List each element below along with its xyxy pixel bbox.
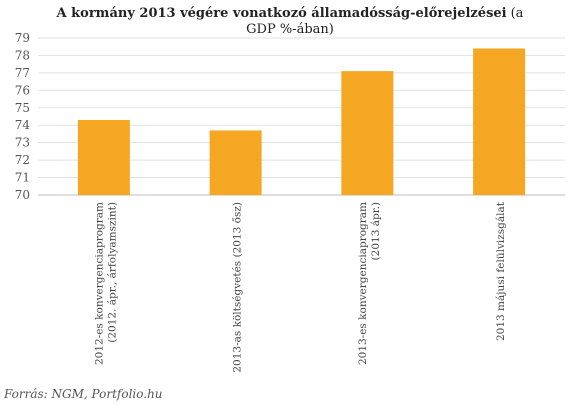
- y-tick-label: 78: [15, 48, 30, 62]
- y-tick-label: 71: [15, 171, 30, 185]
- x-category-label: 2012-es konvergenciaprogram: [93, 202, 105, 365]
- y-tick-label: 79: [15, 31, 30, 45]
- source-note: Forrás: NGM, Portfolio.hu: [3, 387, 163, 401]
- chart-title: A kormány 2013 végére vonatkozó államadó…: [56, 6, 524, 37]
- x-category-label: (2013 ápr.): [370, 202, 382, 260]
- bars: [77, 48, 526, 195]
- y-tick-label: 76: [15, 83, 30, 97]
- y-tick-label: 75: [15, 101, 30, 115]
- bar: [473, 48, 526, 195]
- chart-title-line2: GDP %-ában): [246, 22, 334, 37]
- y-tick-label: 74: [15, 118, 31, 132]
- x-category-label: (2012. ápr., árfolyamszint): [106, 202, 118, 343]
- x-category-label: 2013-as költségvetés (2013 ősz): [231, 202, 244, 373]
- x-category-label: 2013 májusi felülvizsgálat: [495, 201, 507, 341]
- y-tick-label: 70: [15, 188, 30, 202]
- chart-title-bold: A kormány 2013 végére vonatkozó államadó…: [56, 6, 507, 21]
- x-category-label: 2013-es konvergenciaprogram: [357, 202, 369, 365]
- y-axis: 70 71 72 73 74 75 76 77 78 79: [15, 31, 31, 202]
- chart-title-line1: A kormány 2013 végére vonatkozó államadó…: [56, 6, 524, 21]
- bar: [209, 130, 262, 195]
- bar: [77, 119, 130, 195]
- chart-title-rest: (a: [511, 6, 524, 21]
- bar: [341, 71, 394, 195]
- y-tick-label: 72: [15, 153, 30, 167]
- x-axis: 2012-es konvergenciaprogram (2012. ápr., …: [93, 201, 507, 372]
- y-tick-label: 73: [15, 136, 30, 150]
- y-tick-label: 77: [15, 66, 30, 80]
